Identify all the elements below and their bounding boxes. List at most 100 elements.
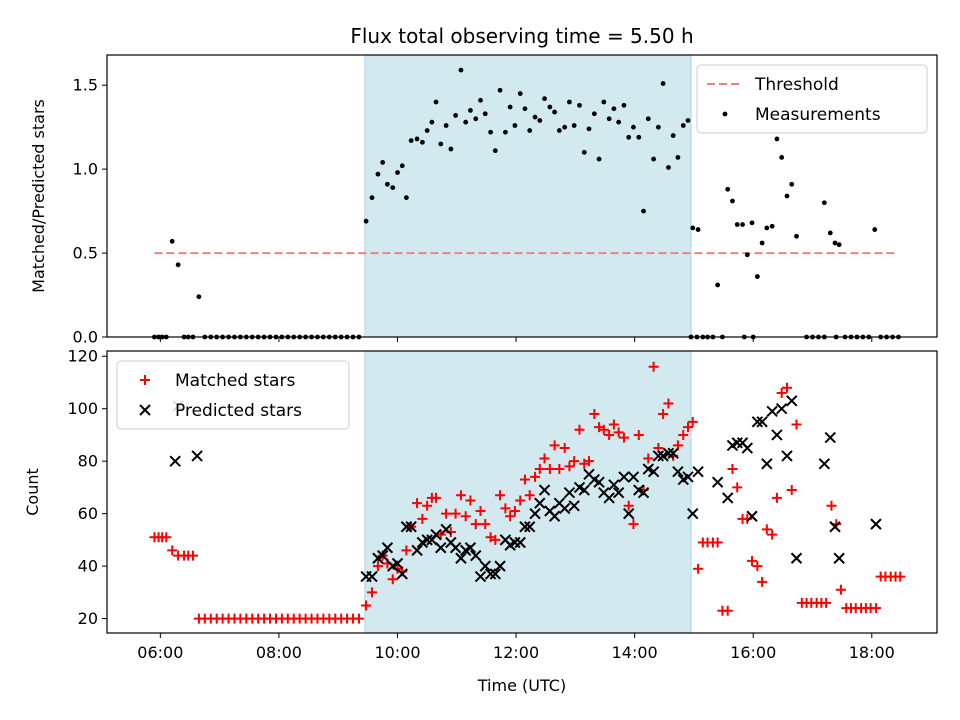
data-point: [744, 252, 750, 258]
data-point: [567, 99, 572, 105]
data-point: [725, 186, 731, 192]
data-marker: [353, 613, 364, 624]
data-marker: [687, 507, 699, 520]
y-tick-label: 0.5: [73, 244, 98, 263]
data-point: [666, 165, 671, 170]
chart-title: Flux total observing time = 5.50 h: [350, 24, 693, 48]
data-marker: [417, 513, 428, 524]
data-marker: [747, 555, 758, 566]
data-marker: [628, 519, 639, 530]
data-marker: [574, 424, 585, 435]
data-marker: [455, 552, 467, 564]
data-point: [542, 96, 547, 102]
data-marker: [519, 474, 530, 485]
legend: Matched stars Predicted stars: [116, 360, 350, 430]
data-point: [552, 109, 558, 115]
data-marker: [558, 502, 571, 515]
data-marker: [826, 500, 837, 511]
data-marker: [494, 560, 506, 572]
data-point: [626, 134, 632, 140]
data-point: [606, 116, 612, 122]
y-axis-label: Matched/Predicted stars: [29, 99, 48, 293]
data-marker: [490, 534, 501, 545]
panel-counts: 20 40 60 80 100 120 06:00 08:00 10:00 12:00 14:00 1…: [23, 347, 938, 662]
data-marker: [682, 471, 694, 483]
data-point: [522, 106, 528, 112]
legend: Threshold Measurements: [696, 64, 928, 134]
observing-window-span: [364, 54, 692, 338]
data-point: [473, 116, 479, 122]
data-marker: [191, 450, 203, 462]
data-point: [420, 139, 425, 145]
data-marker: [761, 524, 772, 535]
data-point: [507, 104, 513, 110]
data-marker: [524, 490, 535, 501]
data-point: [616, 119, 622, 125]
data-marker: [791, 419, 802, 430]
data-marker: [583, 456, 594, 467]
data-marker: [464, 542, 477, 554]
x-axis-label: Time (UTC): [477, 676, 566, 695]
data-point: [482, 111, 488, 117]
data-marker: [578, 484, 590, 496]
x-tick-label: 18:00: [849, 643, 895, 662]
data-point: [369, 195, 375, 201]
data-point: [380, 160, 386, 165]
data-marker: [401, 545, 412, 556]
data-marker: [400, 521, 413, 533]
data-marker: [529, 507, 541, 520]
data-marker: [771, 492, 782, 503]
data-marker: [564, 461, 575, 472]
data-point: [547, 104, 553, 110]
data-marker: [538, 484, 551, 496]
data-point: [675, 154, 681, 160]
data-point: [685, 118, 691, 123]
data-marker: [821, 597, 832, 608]
data-point: [591, 111, 597, 117]
data-marker: [722, 605, 733, 616]
data-point: [424, 128, 430, 133]
data-marker: [387, 574, 398, 585]
data-marker: [623, 500, 634, 511]
data-point: [734, 222, 740, 227]
data-marker: [376, 549, 389, 562]
data-marker: [372, 561, 383, 572]
data-marker: [741, 442, 753, 454]
legend-label: Threshold: [754, 75, 839, 95]
data-marker: [412, 498, 423, 509]
data-point: [375, 171, 381, 177]
data-point: [363, 218, 369, 224]
data-marker: [658, 408, 669, 419]
data-point: [655, 124, 661, 130]
data-point: [463, 119, 469, 125]
data-marker: [824, 431, 836, 444]
data-marker: [366, 570, 378, 583]
y-axis-label: Count: [23, 468, 42, 516]
data-marker: [361, 600, 372, 611]
data-point: [715, 282, 721, 288]
data-marker: [187, 550, 198, 561]
data-point: [390, 185, 396, 191]
data-point: [611, 106, 617, 112]
data-marker: [489, 568, 502, 580]
data-point: [621, 102, 627, 108]
data-marker: [818, 458, 831, 470]
data-marker: [505, 511, 516, 522]
data-point: [832, 240, 838, 246]
y-tick-label: 120: [67, 347, 98, 366]
data-marker: [460, 511, 471, 522]
series-predicted-stars: [169, 395, 882, 583]
data-marker: [593, 476, 605, 488]
data-marker: [480, 519, 491, 530]
data-marker: [161, 532, 172, 543]
data-point: [468, 107, 473, 113]
data-marker: [678, 429, 689, 440]
panel-ratio: 0.0 0.5 1.0 1.5 Matched/Predicted stars Thres…: [29, 54, 938, 347]
y-tick-label: 60: [78, 504, 98, 523]
data-marker: [757, 576, 768, 587]
data-marker: [450, 508, 461, 519]
plot-frame: [106, 54, 938, 338]
data-marker: [776, 387, 787, 398]
data-point: [730, 198, 735, 204]
data-marker: [554, 464, 565, 475]
